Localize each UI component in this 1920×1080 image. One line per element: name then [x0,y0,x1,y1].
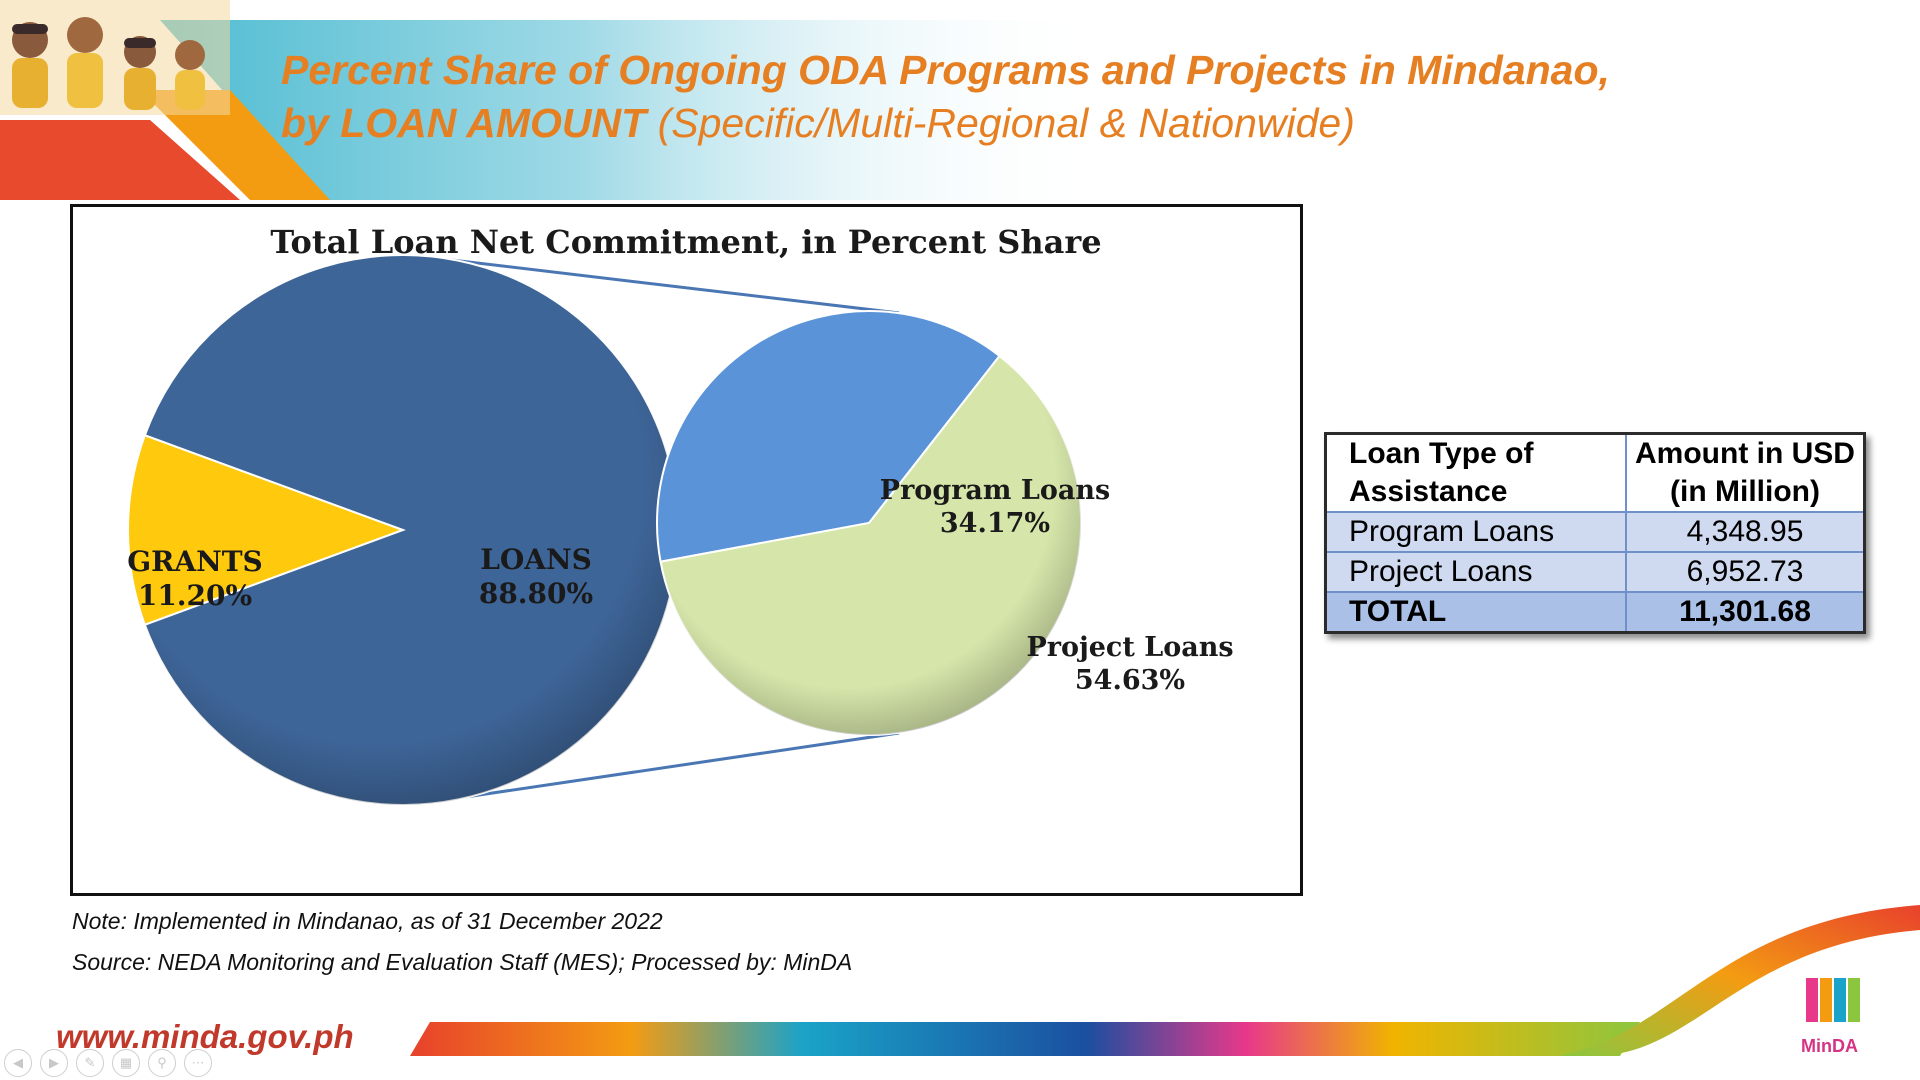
more-options-icon[interactable]: ⋯ [184,1049,212,1077]
total-label-cell: TOTAL [1324,591,1627,634]
slides-grid-icon[interactable]: ▦ [112,1049,140,1077]
title-line-1: Percent Share of Ongoing ODA Programs an… [281,47,1610,93]
next-slide-icon[interactable]: ▶ [40,1049,68,1077]
loan-amount-table: Loan Type of Assistance Amount in USD (i… [1324,432,1866,634]
slide-title: Percent Share of Ongoing ODA Programs an… [281,44,1610,150]
children-photo [0,0,230,115]
program-loans-label: Program Loans [880,475,1110,506]
website-link[interactable]: www.minda.gov.ph [56,1018,354,1055]
pie-of-pie-chart: Total Loan Net Commitment, in Percent Sh… [127,223,1234,806]
header-amount: Amount in USD (in Million) [1625,432,1866,513]
program-loans-value: 34.17% [940,508,1050,539]
chart-frame: Total Loan Net Commitment, in Percent Sh… [70,204,1303,896]
loans-value: 88.80% [479,577,593,610]
table-header-row: Loan Type of Assistance Amount in USD (i… [1324,432,1866,513]
grants-value: 11.20% [138,579,252,612]
zoom-icon[interactable]: ⚲ [148,1049,176,1077]
pen-icon[interactable]: ✎ [76,1049,104,1077]
table-total-row: TOTAL 11,301.68 [1324,591,1866,634]
table-row: Program Loans 4,348.95 [1324,511,1866,553]
loans-label: LOANS [480,543,592,576]
project-loans-label: Project Loans [1026,632,1233,663]
grants-label: GRANTS [127,545,263,578]
minda-logo-icon [1806,978,1860,1022]
row-amount-cell: 6,952.73 [1625,551,1866,593]
header-loan-type: Loan Type of Assistance [1324,432,1627,513]
total-amount-cell: 11,301.68 [1625,591,1866,634]
minda-logo-text: MinDA [1801,1036,1858,1056]
previous-slide-icon[interactable]: ◀ [4,1049,32,1077]
row-type-cell: Program Loans [1324,511,1627,553]
slideshow-controls: ◀ ▶ ✎ ▦ ⚲ ⋯ [4,1049,212,1077]
row-amount-cell: 4,348.95 [1625,511,1866,553]
row-type-cell: Project Loans [1324,551,1627,593]
note-text: Note: Implemented in Mindanao, as of 31 … [72,908,663,934]
main-pie [127,254,679,806]
table-row: Project Loans 6,952.73 [1324,551,1866,593]
title-line-2-bold: by LOAN AMOUNT [281,100,647,146]
source-text: Source: NEDA Monitoring and Evaluation S… [72,949,853,975]
title-line-2-rest: (Specific/Multi-Regional & Nationwide) [646,100,1355,146]
project-loans-value: 54.63% [1075,665,1185,696]
